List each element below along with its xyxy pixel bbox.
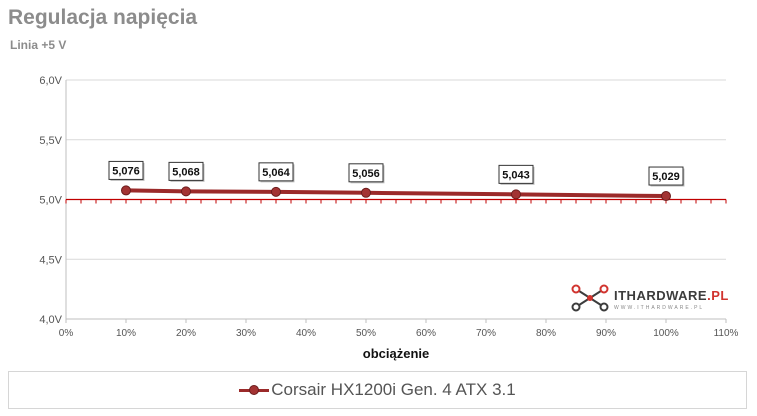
- data-point: [121, 185, 131, 196]
- data-label: 5,068: [172, 166, 200, 178]
- data-label: 5,029: [652, 171, 680, 183]
- data-label-box: [108, 160, 144, 180]
- data-label-box: [648, 166, 684, 186]
- x-tick-label: 60%: [416, 328, 436, 339]
- data-label-box: [348, 163, 384, 183]
- data-label-box: [498, 164, 534, 184]
- x-tick-label: 0%: [59, 328, 74, 339]
- x-tick-label: 40%: [296, 328, 316, 339]
- data-label: 5,056: [352, 168, 380, 180]
- x-tick-label: 50%: [356, 328, 376, 339]
- x-tick-label: 90%: [596, 328, 616, 339]
- y-tick-label: 5,5V: [39, 135, 62, 147]
- x-tick-label: 30%: [236, 328, 256, 339]
- logo-suffix-text: .PL: [707, 288, 729, 303]
- x-tick-label: 100%: [653, 328, 679, 339]
- chart-title: Regulacja napięcia: [8, 6, 198, 29]
- chart-legend: Corsair HX1200i Gen. 4 ATX 3.1: [8, 371, 747, 409]
- data-label: 5,076: [112, 165, 140, 177]
- ithardware-logo: ITHARDWARE.PL WWW.ITHARDWARE.PL: [570, 283, 730, 313]
- logo-icon: [571, 284, 609, 312]
- legend-series-name: Corsair HX1200i Gen. 4 ATX 3.1: [271, 380, 516, 399]
- data-point: [511, 189, 521, 200]
- logo-main-text: ITHARDWARE: [614, 288, 708, 303]
- x-axis-title: obciążenie: [363, 346, 429, 361]
- y-tick-label: 6,0V: [39, 75, 62, 87]
- series-line: [125, 188, 667, 199]
- x-tick-label: 10%: [116, 328, 136, 339]
- x-tick-label: 20%: [176, 328, 196, 339]
- data-label-box: [258, 162, 294, 182]
- data-point: [181, 186, 191, 197]
- data-point: [271, 186, 281, 197]
- y-tick-label: 4,5V: [39, 254, 62, 266]
- data-point: [361, 187, 371, 198]
- x-tick-label: 70%: [476, 328, 496, 339]
- data-label: 5,064: [262, 167, 290, 179]
- x-tick-label: 110%: [714, 328, 739, 339]
- y-tick-label: 5,0V: [39, 195, 62, 207]
- x-tick-label: 80%: [536, 328, 556, 339]
- data-label: 5,043: [502, 169, 530, 181]
- chart-subtitle: Linia +5 V: [10, 38, 67, 52]
- data-point: [661, 191, 671, 202]
- y-tick-label: 4,0V: [39, 314, 62, 326]
- legend-swatch: [239, 384, 270, 395]
- data-label-box: [168, 161, 204, 181]
- logo-tagline: WWW.ITHARDWARE.PL: [614, 305, 705, 311]
